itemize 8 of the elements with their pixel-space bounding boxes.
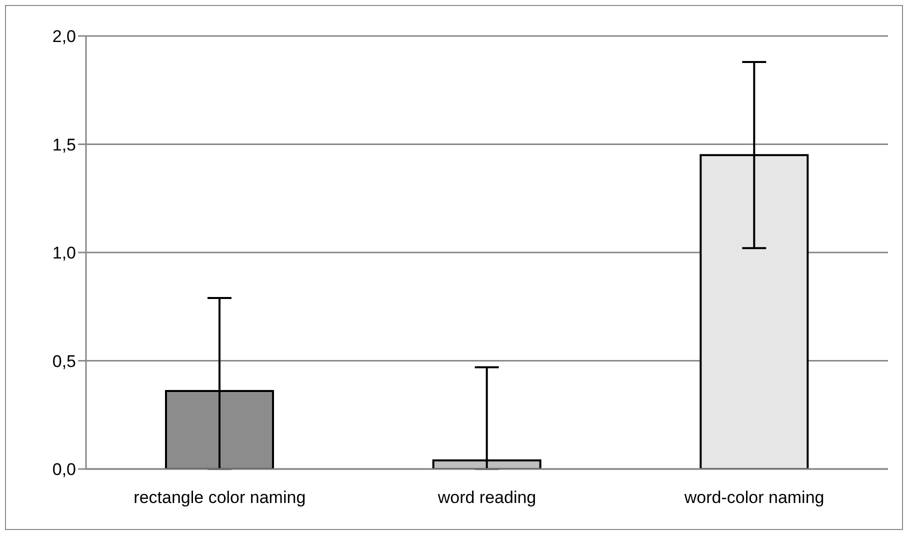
y-tick-label: 0,0: [52, 460, 76, 480]
y-tick-label: 1,5: [52, 135, 76, 154]
x-tick-label: word-color naming: [683, 488, 824, 508]
y-tick-label: 2,0: [52, 27, 76, 46]
x-tick-label: word reading: [436, 488, 536, 508]
y-tick-label: 0,5: [52, 352, 76, 371]
y-tick-label: 1,0: [52, 244, 76, 263]
x-tick-label: rectangle color naming: [134, 488, 306, 508]
